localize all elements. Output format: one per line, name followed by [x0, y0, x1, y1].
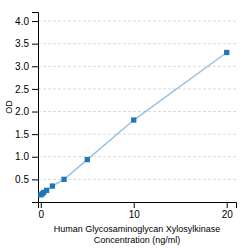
x-axis-title-line: Human Glycosaminoglycan Xylosylkinase: [54, 224, 221, 234]
data-point: [61, 177, 66, 182]
tick-mark: [134, 202, 135, 208]
x-axis-title: Human Glycosaminoglycan XylosylkinaseCon…: [54, 224, 221, 245]
tick: 2.0: [15, 106, 38, 117]
grid-line: [38, 179, 236, 180]
tick-mark: [32, 112, 38, 113]
grid-line: [38, 111, 236, 112]
tick-label: 3.0: [15, 61, 29, 72]
tick-mark: [32, 44, 38, 45]
tick-label: 4.0: [15, 16, 29, 27]
grid-line: [38, 88, 236, 89]
data-line: [41, 52, 227, 194]
tick-mark: [227, 202, 228, 208]
tick-label: 20: [222, 209, 234, 220]
axis-line: [39, 203, 237, 209]
tick: 10: [129, 202, 141, 220]
tick: 1.5: [15, 129, 38, 140]
tick-label: 1.5: [15, 129, 29, 140]
axis-line: [32, 13, 39, 203]
tick-mark: [32, 157, 38, 158]
tick-mark: [32, 66, 38, 67]
tick-label: 2.5: [15, 84, 29, 95]
grid-line: [38, 156, 236, 157]
tick-mark: [32, 179, 38, 180]
tick: 0.5: [15, 174, 38, 185]
tick-label: 3.5: [15, 38, 29, 49]
plot-area: [38, 50, 229, 198]
grid: [38, 21, 236, 179]
tick-label: 1.0: [15, 151, 29, 162]
grid-line: [38, 134, 236, 135]
data-point: [50, 183, 55, 188]
tick-label: 0: [39, 209, 45, 220]
data-point: [44, 188, 49, 193]
tick: 2.5: [15, 84, 38, 95]
tick-label: 10: [129, 209, 141, 220]
tick-label: 2.0: [15, 106, 29, 117]
tick: 3.5: [15, 38, 38, 49]
tick-mark: [32, 134, 38, 135]
tick-mark: [32, 89, 38, 90]
y-axis-title: OD: [4, 100, 14, 114]
x-axis: 0 10 20: [39, 202, 237, 220]
tick-label: 0.5: [15, 174, 29, 185]
data-point: [85, 157, 90, 162]
grid-line: [38, 21, 236, 22]
tick-mark: [41, 202, 42, 208]
chart: 0 10 20 0.5 1.0 1.5 2.0 2.5 3.0 3.5 4.0 Human Glyco…: [0, 0, 250, 250]
tick: 20: [222, 202, 234, 220]
tick-mark: [32, 21, 38, 22]
data-point: [224, 50, 229, 55]
data-point: [131, 117, 136, 122]
tick: 4.0: [15, 16, 38, 27]
grid-line: [38, 43, 236, 44]
tick: 1.0: [15, 151, 38, 162]
x-axis-title-line: Concentration (ng/ml): [94, 235, 181, 245]
tick: 0: [39, 202, 45, 220]
y-axis: 0.5 1.0 1.5 2.0 2.5 3.0 3.5 4.0: [15, 13, 38, 203]
tick: 3.0: [15, 61, 38, 72]
